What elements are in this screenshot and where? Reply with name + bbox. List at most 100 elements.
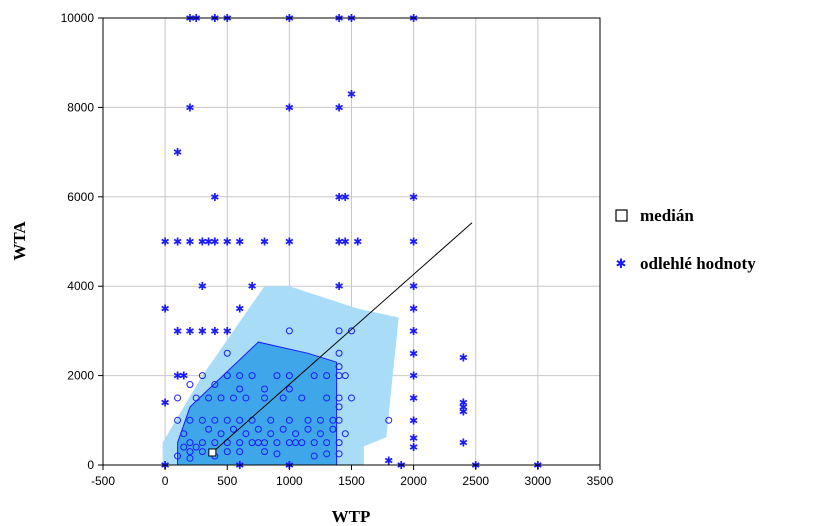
outlier-point: ✱	[459, 405, 468, 418]
data-point	[273, 439, 281, 447]
data-point	[174, 452, 182, 460]
data-point	[198, 448, 206, 456]
data-point	[385, 416, 393, 424]
outlier-point: ✱	[409, 370, 418, 383]
outlier-point: ✱	[204, 236, 213, 249]
outlier-point: ✱	[210, 236, 219, 249]
data-point	[205, 425, 213, 433]
data-point	[273, 372, 281, 380]
outlier-point: ✱	[409, 414, 418, 427]
data-point	[285, 385, 293, 393]
data-point	[323, 394, 331, 402]
data-point	[292, 430, 300, 438]
outlier-point: ✱	[185, 101, 194, 114]
y-tick-label: 6000	[67, 190, 94, 204]
data-point	[267, 416, 275, 424]
outlier-point: ✱	[210, 191, 219, 204]
data-point	[236, 448, 244, 456]
data-point	[304, 425, 312, 433]
outlier-point: ✱	[341, 191, 350, 204]
x-tick-label: 500	[217, 474, 237, 488]
data-point	[192, 394, 200, 402]
outlier-point: ✱	[409, 392, 418, 405]
data-point	[229, 425, 237, 433]
data-point	[242, 430, 250, 438]
outlier-point: ✱	[409, 191, 418, 204]
data-point	[254, 425, 262, 433]
data-point	[298, 394, 306, 402]
outlier-point: ✱	[409, 347, 418, 360]
legend-outlier-marker: ✱	[616, 257, 627, 272]
legend: medián ✱ odlehlé hodnoty	[615, 206, 756, 273]
outlier-point: ✱	[223, 325, 232, 338]
outlier-point: ✱	[459, 401, 468, 414]
data-point	[323, 450, 331, 458]
outlier-point: ✱	[409, 432, 418, 445]
outlier-point: ✱	[198, 325, 207, 338]
x-tick-label: 3500	[587, 474, 614, 488]
data-point	[186, 381, 194, 389]
data-point	[310, 372, 318, 380]
data-point	[323, 439, 331, 447]
outlier-point: ✱	[161, 396, 170, 409]
data-point	[279, 425, 287, 433]
outlier-point: ✱	[459, 396, 468, 409]
outlier-point: ✱	[198, 280, 207, 293]
axis-ticks: -500 0 500 1000 1500 2000 2500 3000 3500 0 2000 400…	[61, 11, 614, 488]
outlier-point: ✱	[347, 88, 356, 101]
data-point	[217, 430, 225, 438]
y-tick-label: 4000	[67, 279, 94, 293]
outlier-point: ✱	[173, 325, 182, 338]
data-point	[186, 416, 194, 424]
outlier-point: ✱	[334, 236, 343, 249]
data-point	[273, 450, 281, 458]
data-point	[285, 372, 293, 380]
legend-median-label: medián	[640, 206, 694, 225]
outlier-point: ✱	[409, 441, 418, 454]
data-point	[348, 327, 355, 335]
data-point	[186, 454, 194, 462]
x-tick-label: 2500	[462, 474, 489, 488]
x-axis-title: WTP	[332, 507, 371, 526]
data-point	[335, 372, 343, 380]
data-point	[198, 416, 206, 424]
data-point	[310, 439, 318, 447]
y-axis-title: WTA	[10, 221, 29, 261]
outlier-point: ✱	[409, 325, 418, 338]
data-point	[223, 372, 231, 380]
data-point	[211, 439, 219, 447]
data-point	[335, 416, 343, 424]
data-point	[180, 443, 188, 451]
y-tick-label: 0	[87, 458, 94, 472]
data-point	[211, 381, 219, 389]
data-point	[329, 425, 337, 433]
data-point	[198, 372, 206, 380]
outlier-point: ✱	[285, 236, 294, 249]
inner-points	[174, 327, 393, 462]
x-tick-label: 2000	[400, 474, 427, 488]
data-point	[236, 416, 244, 424]
outlier-point: ✱	[341, 236, 350, 249]
data-point	[242, 394, 250, 402]
median-connector-line	[212, 222, 473, 453]
data-point	[341, 430, 349, 438]
outlier-point: ✱	[260, 236, 269, 249]
outlier-point: ✱	[384, 455, 393, 468]
data-point	[261, 385, 269, 393]
data-point	[316, 430, 324, 438]
outlier-point: ✱	[459, 437, 468, 450]
y-tick-label: 2000	[67, 369, 94, 383]
outlier-point: ✱	[210, 325, 219, 338]
data-point	[261, 439, 269, 447]
data-point	[335, 450, 343, 458]
outlier-point: ✱	[235, 236, 244, 249]
legend-outlier-label: odlehlé hodnoty	[640, 254, 756, 273]
outlier-point: ✱	[223, 236, 232, 249]
data-point	[279, 394, 287, 402]
outlier-point: ✱	[334, 280, 343, 293]
outlier-point: ✱	[235, 303, 244, 316]
data-point	[335, 349, 343, 357]
outlier-point: ✱	[185, 325, 194, 338]
data-point	[248, 439, 256, 447]
outlier-point: ✱	[409, 280, 418, 293]
